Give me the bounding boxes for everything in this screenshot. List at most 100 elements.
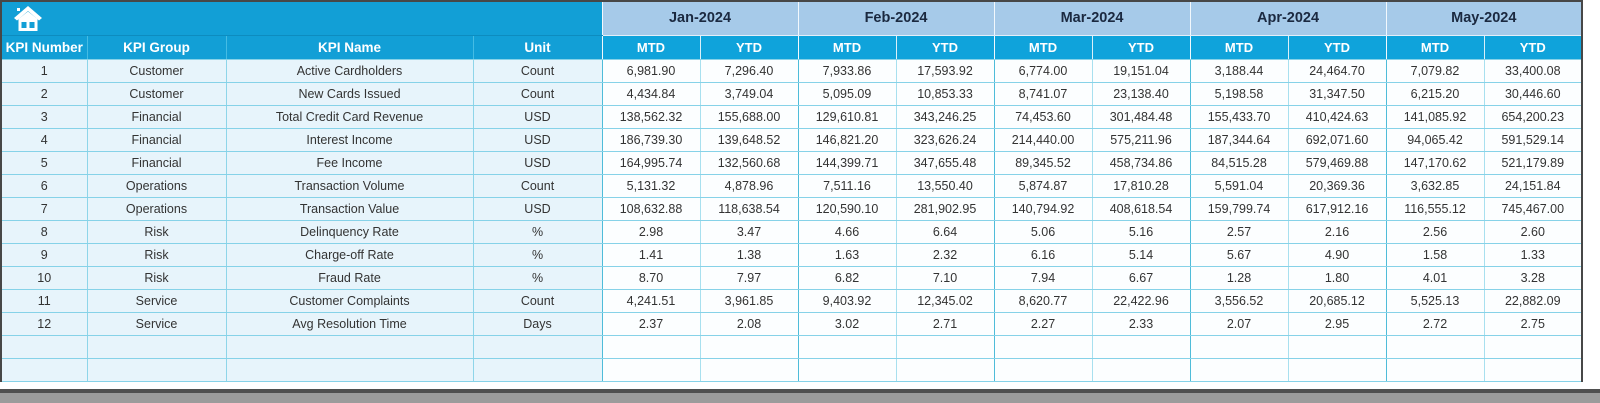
cell-kpi-name[interactable]: Fee Income xyxy=(225,151,473,175)
cell-value[interactable]: 281,902.95 xyxy=(895,197,995,221)
cell-value[interactable]: 617,912.16 xyxy=(1287,197,1387,221)
cell-unit[interactable]: Days xyxy=(472,312,602,336)
cell-kpi-name[interactable]: Customer Complaints xyxy=(225,289,473,313)
cell-kpi-number[interactable]: 12 xyxy=(1,312,87,336)
cell-value[interactable]: 24,151.84 xyxy=(1483,174,1583,198)
cell-value[interactable]: 22,422.96 xyxy=(1091,289,1191,313)
cell-kpi-group[interactable]: Service xyxy=(86,289,226,313)
cell-value[interactable]: 140,794.92 xyxy=(993,197,1093,221)
cell-value[interactable]: 692,071.60 xyxy=(1287,128,1387,152)
cell-kpi-name[interactable]: Interest Income xyxy=(225,128,473,152)
cell-value[interactable]: 7.97 xyxy=(699,266,799,290)
cell-value[interactable]: 2.33 xyxy=(1091,312,1191,336)
cell-empty-value[interactable] xyxy=(1091,358,1191,382)
cell-value[interactable]: 6.82 xyxy=(797,266,897,290)
cell-empty-left[interactable] xyxy=(86,358,226,382)
cell-empty-value[interactable] xyxy=(1385,335,1485,359)
cell-value[interactable]: 347,655.48 xyxy=(895,151,995,175)
cell-kpi-group[interactable]: Customer xyxy=(86,59,226,83)
cell-value[interactable]: 1.80 xyxy=(1287,266,1387,290)
cell-value[interactable]: 7.94 xyxy=(993,266,1093,290)
cell-kpi-name[interactable]: Transaction Volume xyxy=(225,174,473,198)
cell-value[interactable]: 20,369.36 xyxy=(1287,174,1387,198)
cell-empty-value[interactable] xyxy=(1483,335,1583,359)
subheader-mar-ytd[interactable]: YTD xyxy=(1091,35,1191,60)
cell-kpi-number[interactable]: 9 xyxy=(1,243,87,267)
cell-value[interactable]: 20,685.12 xyxy=(1287,289,1387,313)
cell-empty-value[interactable] xyxy=(797,358,897,382)
cell-value[interactable]: 1.41 xyxy=(601,243,700,267)
cell-value[interactable]: 591,529.14 xyxy=(1483,128,1583,152)
cell-value[interactable]: 2.95 xyxy=(1287,312,1387,336)
cell-kpi-group[interactable]: Risk xyxy=(86,220,226,244)
cell-empty-value[interactable] xyxy=(1189,358,1289,382)
subheader-may-ytd[interactable]: YTD xyxy=(1483,35,1583,60)
cell-value[interactable]: 144,399.71 xyxy=(797,151,897,175)
cell-value[interactable]: 7,296.40 xyxy=(699,59,799,83)
cell-value[interactable]: 8.70 xyxy=(601,266,700,290)
cell-kpi-number[interactable]: 6 xyxy=(1,174,87,198)
cell-kpi-number[interactable]: 5 xyxy=(1,151,87,175)
cell-value[interactable]: 3,749.04 xyxy=(699,82,799,106)
cell-value[interactable]: 8,620.77 xyxy=(993,289,1093,313)
cell-kpi-name[interactable]: Total Credit Card Revenue xyxy=(225,105,473,129)
cell-value[interactable]: 343,246.25 xyxy=(895,105,995,129)
cell-value[interactable]: 8,741.07 xyxy=(993,82,1093,106)
cell-unit[interactable]: USD xyxy=(472,197,602,221)
cell-value[interactable]: 4,878.96 xyxy=(699,174,799,198)
subheader-mar-mtd[interactable]: MTD xyxy=(993,35,1093,60)
cell-empty-left[interactable] xyxy=(472,335,602,359)
cell-value[interactable]: 7,933.86 xyxy=(797,59,897,83)
cell-value[interactable]: 33,400.08 xyxy=(1483,59,1583,83)
cell-value[interactable]: 5,874.87 xyxy=(993,174,1093,198)
home-icon[interactable] xyxy=(11,4,45,33)
cell-value[interactable]: 5.14 xyxy=(1091,243,1191,267)
cell-kpi-name[interactable]: Avg Resolution Time xyxy=(225,312,473,336)
subheader-feb-ytd[interactable]: YTD xyxy=(895,35,995,60)
cell-value[interactable]: 3.47 xyxy=(699,220,799,244)
cell-value[interactable]: 1.58 xyxy=(1385,243,1485,267)
cell-kpi-name[interactable]: Transaction Value xyxy=(225,197,473,221)
cell-empty-left[interactable] xyxy=(225,358,473,382)
cell-value[interactable]: 129,610.81 xyxy=(797,105,897,129)
cell-value[interactable]: 5.16 xyxy=(1091,220,1191,244)
cell-value[interactable]: 3,632.85 xyxy=(1385,174,1485,198)
month-header-may[interactable]: May-2024 xyxy=(1385,1,1583,36)
cell-value[interactable]: 579,469.88 xyxy=(1287,151,1387,175)
cell-empty-left[interactable] xyxy=(472,358,602,382)
cell-value[interactable]: 108,632.88 xyxy=(601,197,700,221)
cell-empty-value[interactable] xyxy=(1287,358,1387,382)
cell-empty-value[interactable] xyxy=(1385,358,1485,382)
cell-kpi-name[interactable]: Delinquency Rate xyxy=(225,220,473,244)
cell-value[interactable]: 6.16 xyxy=(993,243,1093,267)
cell-value[interactable]: 1.28 xyxy=(1189,266,1289,290)
cell-kpi-group[interactable]: Operations xyxy=(86,174,226,198)
cell-value[interactable]: 2.75 xyxy=(1483,312,1583,336)
cell-value[interactable]: 155,688.00 xyxy=(699,105,799,129)
month-header-apr[interactable]: Apr-2024 xyxy=(1189,1,1387,36)
cell-value[interactable]: 17,810.28 xyxy=(1091,174,1191,198)
cell-value[interactable]: 4,434.84 xyxy=(601,82,700,106)
cell-value[interactable]: 24,464.70 xyxy=(1287,59,1387,83)
cell-value[interactable]: 6,981.90 xyxy=(601,59,700,83)
subheader-apr-mtd[interactable]: MTD xyxy=(1189,35,1289,60)
cell-value[interactable]: 74,453.60 xyxy=(993,105,1093,129)
home-cell[interactable] xyxy=(1,1,602,36)
cell-value[interactable]: 5,525.13 xyxy=(1385,289,1485,313)
cell-empty-value[interactable] xyxy=(993,335,1093,359)
cell-unit[interactable]: USD xyxy=(472,128,602,152)
cell-value[interactable]: 2.16 xyxy=(1287,220,1387,244)
cell-value[interactable]: 1.38 xyxy=(699,243,799,267)
cell-empty-value[interactable] xyxy=(895,335,995,359)
cell-value[interactable]: 2.08 xyxy=(699,312,799,336)
cell-empty-left[interactable] xyxy=(225,335,473,359)
cell-value[interactable]: 19,151.04 xyxy=(1091,59,1191,83)
cell-empty-value[interactable] xyxy=(601,358,700,382)
subheader-jan-mtd[interactable]: MTD xyxy=(601,35,700,60)
cell-empty-left[interactable] xyxy=(86,335,226,359)
cell-value[interactable]: 118,638.54 xyxy=(699,197,799,221)
cell-value[interactable]: 410,424.63 xyxy=(1287,105,1387,129)
month-header-mar[interactable]: Mar-2024 xyxy=(993,1,1191,36)
cell-value[interactable]: 31,347.50 xyxy=(1287,82,1387,106)
cell-value[interactable]: 2.32 xyxy=(895,243,995,267)
